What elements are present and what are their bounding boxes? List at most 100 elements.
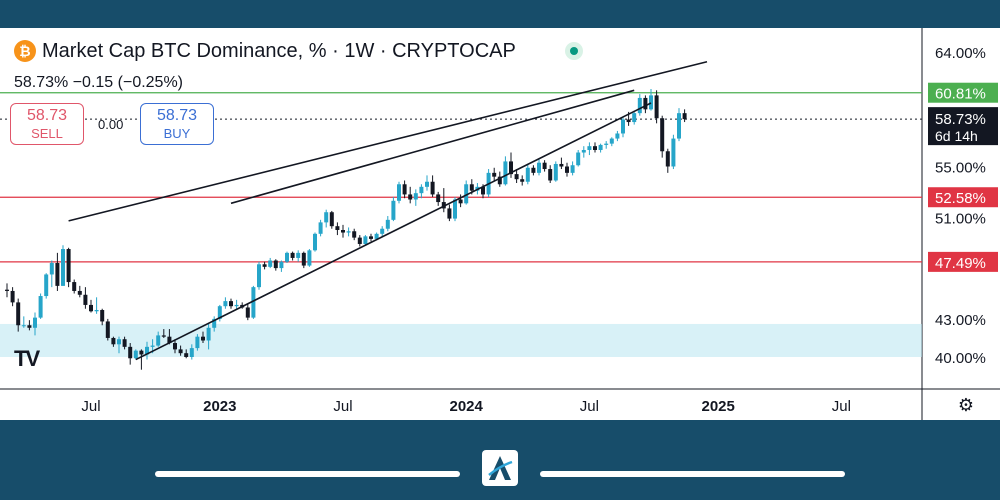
- candle[interactable]: [649, 89, 653, 111]
- candle[interactable]: [161, 329, 166, 338]
- candle[interactable]: [195, 334, 200, 351]
- candle[interactable]: [682, 109, 687, 123]
- candle[interactable]: [206, 323, 211, 350]
- candle[interactable]: [212, 316, 217, 332]
- candle[interactable]: [94, 297, 99, 314]
- candle[interactable]: [117, 336, 121, 354]
- candle[interactable]: [447, 204, 452, 222]
- candle[interactable]: [632, 110, 637, 125]
- candle[interactable]: [89, 299, 93, 313]
- candle[interactable]: [173, 339, 177, 354]
- candle[interactable]: [167, 329, 172, 345]
- candle[interactable]: [643, 95, 648, 114]
- candle[interactable]: [380, 226, 385, 237]
- candle[interactable]: [413, 189, 418, 206]
- candle[interactable]: [234, 299, 239, 311]
- candle[interactable]: [385, 216, 390, 232]
- candle[interactable]: [10, 287, 15, 307]
- candle[interactable]: [156, 331, 161, 347]
- candle[interactable]: [128, 343, 133, 365]
- candle[interactable]: [654, 90, 659, 124]
- candle[interactable]: [542, 160, 547, 172]
- candle[interactable]: [497, 171, 502, 187]
- candle[interactable]: [425, 175, 429, 191]
- upper-channel-line[interactable]: [230, 89, 635, 205]
- candle[interactable]: [363, 235, 368, 246]
- upper-trendline[interactable]: [68, 60, 708, 222]
- candle[interactable]: [509, 152, 513, 178]
- candle[interactable]: [492, 167, 497, 181]
- candle[interactable]: [72, 279, 77, 294]
- candle[interactable]: [341, 224, 345, 238]
- candle[interactable]: [553, 161, 558, 182]
- candle[interactable]: [285, 251, 289, 264]
- candle[interactable]: [21, 316, 26, 328]
- candle[interactable]: [44, 273, 49, 299]
- candle[interactable]: [436, 191, 441, 206]
- candle[interactable]: [229, 298, 233, 309]
- candle[interactable]: [5, 283, 9, 298]
- lower-trendline[interactable]: [135, 102, 652, 361]
- candle[interactable]: [279, 260, 284, 272]
- candle[interactable]: [441, 188, 446, 213]
- candle[interactable]: [77, 285, 82, 298]
- candle[interactable]: [593, 142, 597, 153]
- candle[interactable]: [525, 163, 530, 185]
- candle[interactable]: [419, 184, 424, 199]
- candle[interactable]: [665, 148, 670, 173]
- candle[interactable]: [514, 169, 519, 184]
- candle[interactable]: [637, 94, 642, 116]
- candle[interactable]: [33, 312, 37, 336]
- candle[interactable]: [559, 157, 564, 170]
- candle[interactable]: [587, 142, 592, 156]
- candle[interactable]: [257, 261, 261, 290]
- candle[interactable]: [184, 349, 189, 359]
- candle[interactable]: [430, 175, 435, 197]
- candle[interactable]: [27, 320, 32, 331]
- candle[interactable]: [671, 134, 676, 170]
- candle[interactable]: [604, 141, 609, 149]
- candle[interactable]: [145, 341, 149, 360]
- candle[interactable]: [570, 161, 575, 176]
- candle[interactable]: [55, 252, 60, 291]
- candle[interactable]: [313, 232, 317, 252]
- candle[interactable]: [677, 108, 681, 142]
- candle[interactable]: [609, 137, 614, 147]
- candle[interactable]: [38, 293, 43, 319]
- candle[interactable]: [458, 194, 463, 208]
- candle[interactable]: [660, 115, 665, 158]
- candle[interactable]: [245, 303, 250, 321]
- candle[interactable]: [346, 227, 351, 237]
- candle[interactable]: [251, 285, 256, 319]
- candle[interactable]: [301, 251, 306, 269]
- candle[interactable]: [262, 261, 267, 270]
- candle[interactable]: [503, 156, 508, 186]
- candle[interactable]: [318, 219, 323, 237]
- candle[interactable]: [139, 349, 144, 370]
- candle[interactable]: [83, 287, 88, 309]
- candle[interactable]: [464, 180, 469, 205]
- candle[interactable]: [408, 186, 413, 204]
- candle[interactable]: [111, 336, 116, 347]
- candle[interactable]: [122, 336, 127, 350]
- candle[interactable]: [335, 222, 340, 236]
- candle[interactable]: [189, 344, 194, 360]
- candle[interactable]: [581, 146, 586, 158]
- candle[interactable]: [548, 165, 553, 184]
- candle[interactable]: [352, 228, 357, 241]
- candle[interactable]: [598, 143, 603, 153]
- candle[interactable]: [531, 165, 536, 176]
- candle[interactable]: [217, 304, 222, 322]
- sell-button[interactable]: 58.73 SELL: [10, 103, 84, 145]
- candle[interactable]: [369, 233, 373, 242]
- settings-icon[interactable]: ⚙: [957, 395, 975, 415]
- candle[interactable]: [66, 247, 71, 288]
- candle[interactable]: [537, 158, 541, 176]
- candle[interactable]: [324, 209, 329, 228]
- candle[interactable]: [296, 250, 301, 262]
- candle[interactable]: [307, 249, 312, 267]
- candle[interactable]: [61, 245, 65, 286]
- candle[interactable]: [576, 149, 581, 167]
- market-status-icon[interactable]: [565, 42, 583, 60]
- candle[interactable]: [268, 257, 273, 269]
